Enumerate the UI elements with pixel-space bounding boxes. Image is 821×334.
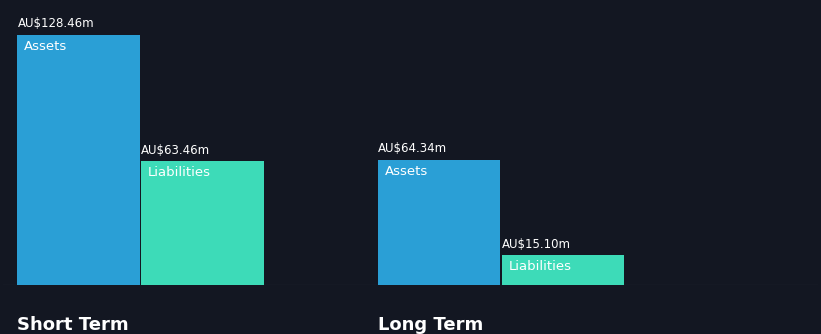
Text: AU$64.34m: AU$64.34m <box>378 142 447 155</box>
Text: Liabilities: Liabilities <box>148 166 211 179</box>
Text: Assets: Assets <box>24 40 67 53</box>
Text: AU$128.46m: AU$128.46m <box>17 17 94 30</box>
FancyBboxPatch shape <box>17 35 140 285</box>
FancyBboxPatch shape <box>502 256 624 285</box>
Text: Assets: Assets <box>384 165 428 178</box>
FancyBboxPatch shape <box>378 160 500 285</box>
Text: Liabilities: Liabilities <box>508 260 571 273</box>
Text: Short Term: Short Term <box>17 316 129 334</box>
FancyBboxPatch shape <box>141 161 264 285</box>
Text: Long Term: Long Term <box>378 316 483 334</box>
Text: AU$63.46m: AU$63.46m <box>141 144 210 157</box>
Text: AU$15.10m: AU$15.10m <box>502 237 571 250</box>
